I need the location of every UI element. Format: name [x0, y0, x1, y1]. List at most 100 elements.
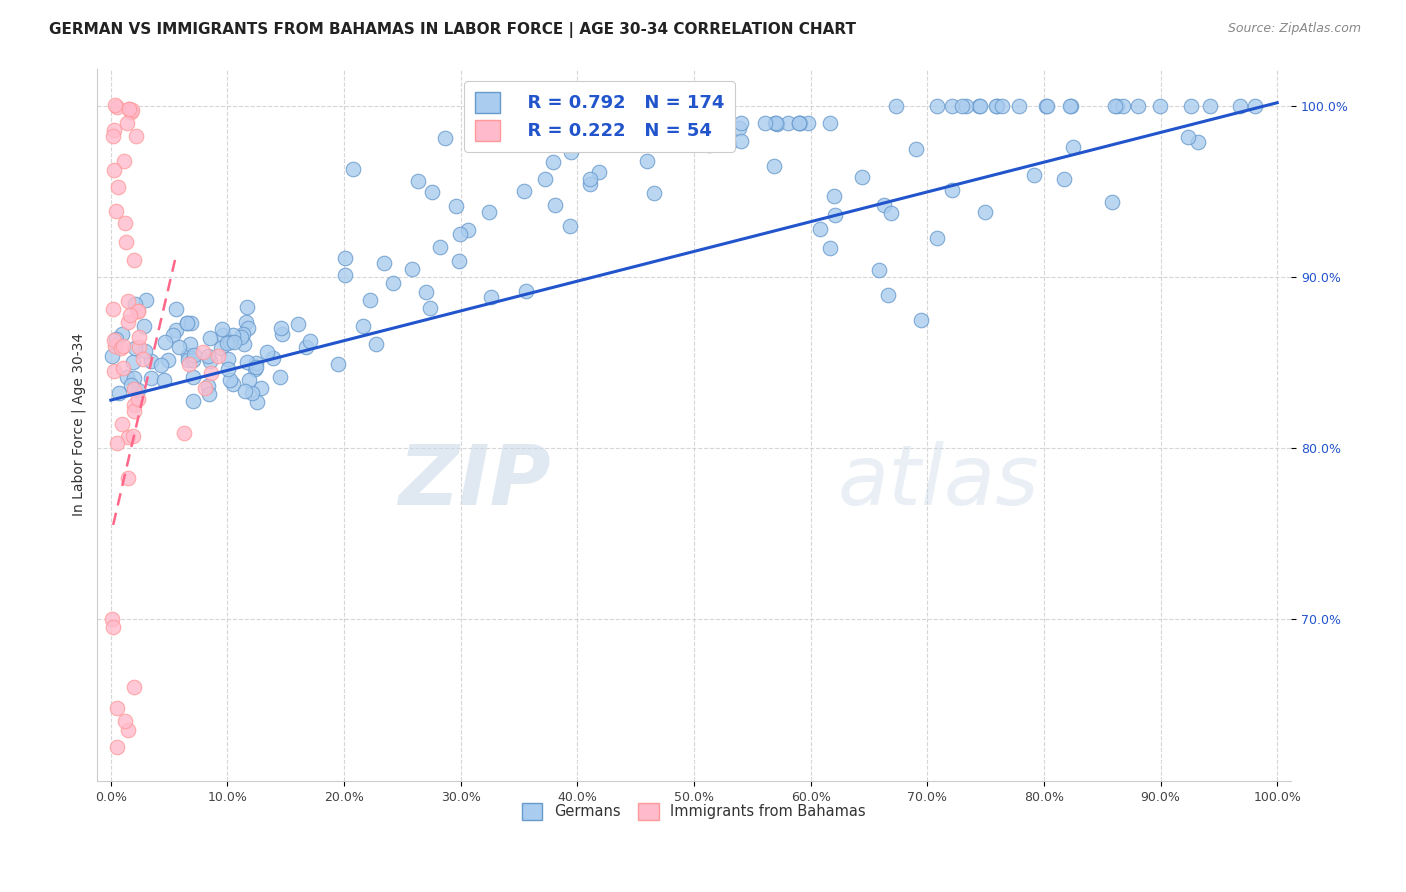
Point [135, 293, 157, 307]
Point [118, 103, 141, 117]
Point [150, 358, 173, 372]
Point [765, 116, 787, 130]
Point [127, 304, 149, 318]
Point [578, 178, 600, 192]
Point [114, 216, 136, 230]
Point [117, 470, 139, 484]
Point [115, 235, 138, 249]
Point [1177, 129, 1199, 144]
Point [200, 331, 222, 345]
Point [200, 366, 222, 380]
Point [974, 205, 997, 219]
Point [207, 349, 229, 363]
Point [125, 129, 148, 144]
Point [534, 171, 557, 186]
Point [904, 142, 927, 156]
Point [823, 189, 845, 203]
Point [165, 323, 187, 337]
Point [560, 219, 582, 233]
Point [233, 384, 256, 399]
Text: atlas: atlas [838, 442, 1039, 523]
Point [139, 353, 162, 368]
Point [1036, 99, 1059, 113]
Point [818, 116, 841, 130]
Point [236, 300, 259, 314]
Point [1126, 99, 1149, 113]
Point [1101, 194, 1123, 209]
Point [197, 349, 219, 363]
Point [114, 153, 136, 168]
Point [105, 740, 128, 755]
Point [110, 341, 132, 355]
Point [103, 363, 125, 377]
Legend: Germans, Immigrants from Bahamas: Germans, Immigrants from Bahamas [516, 797, 872, 825]
Point [103, 333, 125, 347]
Point [941, 183, 963, 197]
Point [787, 116, 810, 130]
Point [153, 373, 176, 387]
Point [1024, 168, 1046, 182]
Point [717, 136, 740, 151]
Point [797, 116, 820, 130]
Point [105, 332, 128, 346]
Point [851, 169, 873, 184]
Point [429, 240, 451, 254]
Point [419, 301, 441, 316]
Point [181, 370, 204, 384]
Point [776, 116, 799, 130]
Point [191, 345, 214, 359]
Point [986, 99, 1008, 113]
Point [162, 328, 184, 343]
Point [868, 263, 890, 277]
Point [176, 316, 198, 330]
Point [122, 404, 145, 418]
Point [111, 339, 134, 353]
Point [967, 99, 990, 113]
Point [326, 357, 349, 371]
Point [179, 358, 201, 372]
Text: GERMAN VS IMMIGRANTS FROM BAHAMAS IN LABOR FORCE | AGE 30-34 CORRELATION CHART: GERMAN VS IMMIGRANTS FROM BAHAMAS IN LAB… [49, 22, 856, 38]
Point [730, 116, 752, 130]
Point [1053, 171, 1076, 186]
Point [235, 315, 257, 329]
Point [117, 370, 139, 384]
Point [197, 378, 219, 392]
Point [673, 128, 696, 142]
Point [105, 100, 128, 114]
Point [217, 361, 239, 376]
Point [434, 130, 457, 145]
Point [873, 198, 896, 212]
Point [1243, 99, 1265, 113]
Point [240, 386, 263, 401]
Point [105, 701, 128, 715]
Point [333, 268, 356, 282]
Point [217, 336, 239, 351]
Point [183, 348, 205, 362]
Point [382, 276, 405, 290]
Point [194, 381, 217, 395]
Point [105, 436, 128, 450]
Point [121, 103, 143, 118]
Point [1008, 99, 1031, 113]
Point [156, 353, 179, 368]
Point [222, 376, 245, 391]
Point [127, 303, 149, 318]
Point [1199, 99, 1222, 113]
Point [342, 162, 364, 177]
Point [122, 355, 145, 369]
Point [880, 206, 903, 220]
Point [697, 138, 720, 153]
Point [364, 336, 387, 351]
Point [1180, 99, 1202, 113]
Point [925, 99, 948, 113]
Point [103, 129, 125, 144]
Point [101, 349, 124, 363]
Point [176, 348, 198, 362]
Point [180, 316, 202, 330]
Point [103, 301, 125, 316]
Point [118, 308, 141, 322]
Point [557, 116, 579, 130]
Point [107, 180, 129, 194]
Point [238, 373, 260, 387]
Point [560, 145, 582, 160]
